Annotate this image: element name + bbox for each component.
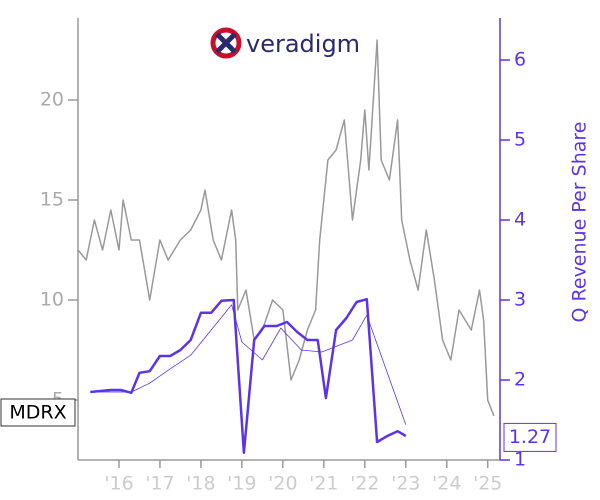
x-tick-label: '21 — [309, 473, 338, 495]
y-tick-label: 15 — [40, 189, 64, 211]
y2-tick-label: 1 — [514, 449, 526, 471]
x-tick-label: '25 — [473, 473, 502, 495]
logo: veradigm — [210, 27, 360, 59]
last-value-frame — [503, 422, 557, 452]
last-value-box: 1.27 — [503, 422, 557, 452]
y2-tick-label: 4 — [514, 209, 526, 231]
series-line — [90, 297, 407, 455]
x-tick-label: '16 — [104, 473, 133, 495]
y-tick-label: 10 — [40, 289, 64, 311]
y2-tick-label: 2 — [514, 369, 526, 391]
ticker-box: MDRX — [0, 398, 76, 427]
y2-tick-label: 6 — [514, 49, 526, 71]
last-value-label: 1.27 — [509, 426, 551, 448]
logo-icon — [215, 32, 237, 54]
series-line — [77, 39, 495, 417]
x-tick-label: '20 — [268, 473, 297, 495]
logo-text: veradigm — [246, 30, 360, 58]
y-tick-label: 20 — [40, 89, 64, 111]
y2-tick-label: 3 — [514, 289, 526, 311]
x-tick-label: '17 — [145, 473, 174, 495]
y2-axis-title: Q Revenue Per Share — [569, 122, 591, 323]
ticker-label: MDRX — [9, 402, 66, 424]
x-tick-label: '24 — [432, 473, 461, 495]
series-line — [90, 304, 407, 425]
y2-tick-label: 5 — [514, 129, 526, 151]
ticker-box-frame — [0, 398, 76, 427]
x-tick-label: '18 — [186, 473, 215, 495]
x-tick-label: '23 — [391, 473, 420, 495]
x-tick-label: '19 — [227, 473, 256, 495]
x-tick-label: '22 — [350, 473, 379, 495]
logo-icon — [210, 27, 242, 59]
